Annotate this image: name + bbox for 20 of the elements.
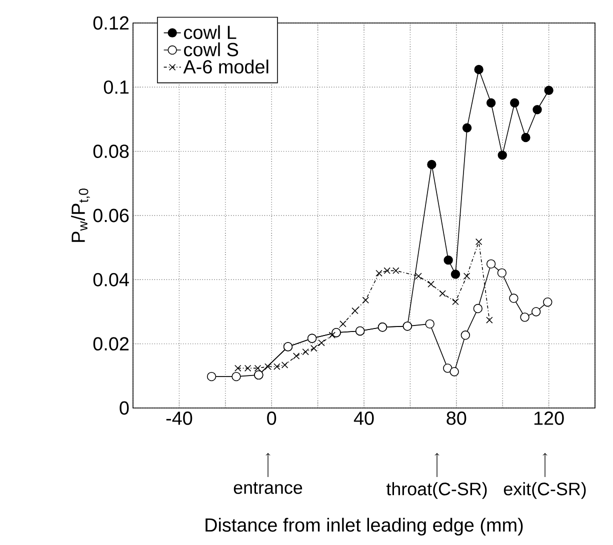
x-axis-title: Distance from inlet leading edge (mm) <box>206 518 523 536</box>
y-tick-label: 0.04 <box>93 272 129 286</box>
x-tick-label: 0 <box>267 412 276 425</box>
text: throat(C-SR) <box>386 482 487 499</box>
y-tick-label: 0.06 <box>93 208 129 222</box>
x-tick-label: 120 <box>534 412 564 425</box>
y-tick-label: 0.02 <box>93 337 129 351</box>
text: entrance <box>234 482 302 494</box>
y-tick-label: 0 <box>120 401 129 415</box>
legend-label: cowl S <box>184 42 238 56</box>
y-axis-title: P$_{w}$/P$_{t,0}$ <box>71 188 90 242</box>
y-tick-label: 0.12 <box>93 16 129 30</box>
y-tick-label: 0.08 <box>93 144 129 158</box>
x-tick-label: 40 <box>354 412 374 425</box>
y-tick-label: 0.1 <box>104 80 129 94</box>
x-tick-label: 80 <box>446 412 466 425</box>
legend-label: A-6 model <box>183 60 268 74</box>
x-tick-label: -40 <box>166 412 192 425</box>
legend-label: cowl L <box>184 25 236 40</box>
text: exit(C-SR) <box>504 482 586 499</box>
